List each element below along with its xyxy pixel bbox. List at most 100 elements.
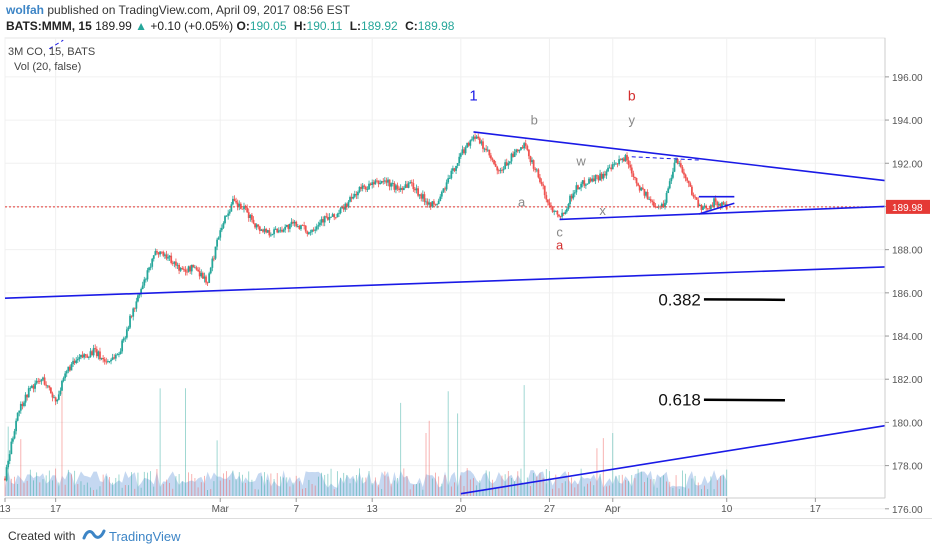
candle-body xyxy=(531,160,533,163)
candle-body xyxy=(38,381,41,382)
candle-body xyxy=(176,264,179,266)
candle-body xyxy=(648,199,651,200)
candle-body xyxy=(594,175,597,182)
candle-body xyxy=(265,228,268,233)
candle-body xyxy=(121,340,124,352)
candle-body xyxy=(494,163,497,167)
candle-body xyxy=(396,185,399,189)
candle-body xyxy=(415,188,418,191)
candle-body xyxy=(296,225,299,227)
fib-levels: 0.382 0.618 xyxy=(658,290,785,410)
candle-body xyxy=(420,194,423,199)
candle-body xyxy=(387,179,389,183)
candle-body xyxy=(190,264,193,272)
candle-body xyxy=(352,196,355,199)
candle-body xyxy=(493,159,495,164)
candle-body xyxy=(15,420,17,432)
last-price: 189.99 xyxy=(95,19,132,33)
candle-body xyxy=(613,163,616,165)
candle-body xyxy=(716,201,719,206)
candle-body xyxy=(437,200,440,204)
candle-body xyxy=(486,149,489,151)
candle-body xyxy=(686,178,689,181)
high-value: 190.11 xyxy=(306,19,343,33)
candle-body xyxy=(581,180,584,184)
candle-body xyxy=(453,168,456,171)
high-label: H: xyxy=(293,19,307,33)
candle-body xyxy=(383,180,386,182)
candle-body xyxy=(589,178,592,182)
change-value: +0.10 (+0.05%) xyxy=(150,19,234,33)
candle-body xyxy=(273,229,275,235)
candle-body xyxy=(433,201,435,205)
candle-body xyxy=(194,267,196,269)
candle-body xyxy=(323,216,326,223)
candle-body xyxy=(567,204,570,209)
candle-body xyxy=(635,178,638,184)
candle-body xyxy=(222,223,225,228)
candle-body xyxy=(596,175,598,177)
candle-body xyxy=(428,202,431,205)
tradingview-brand[interactable]: TradingView xyxy=(109,529,181,544)
candle-body xyxy=(414,189,416,191)
candle-body xyxy=(65,371,68,374)
candle-body xyxy=(99,351,101,360)
candle-body xyxy=(665,193,668,203)
y-tick-label: 176.00 xyxy=(892,505,923,516)
candle-body xyxy=(46,385,49,387)
candle-body xyxy=(714,198,717,202)
axes: 176.00 178.00 180.00 182.00 184.00 186.00 188.… xyxy=(0,38,930,516)
candle-body xyxy=(322,219,325,223)
candle-body xyxy=(146,270,149,280)
candle-body xyxy=(512,153,514,157)
candle-body xyxy=(314,229,317,231)
candle-body xyxy=(127,327,130,330)
candle-body xyxy=(561,212,564,217)
candle-body xyxy=(556,210,559,215)
candle-body xyxy=(485,148,488,151)
wave-label: a xyxy=(556,238,564,253)
candle-body xyxy=(440,191,443,197)
candle-body xyxy=(219,230,222,238)
candle-body xyxy=(228,211,231,214)
candle-body xyxy=(129,315,131,328)
candle-body xyxy=(421,194,424,199)
candle-body xyxy=(461,149,464,154)
candle-body xyxy=(445,182,448,190)
candle-body xyxy=(637,183,639,186)
candle-body xyxy=(520,147,522,150)
candle-body xyxy=(75,360,78,363)
candle-body xyxy=(285,224,288,227)
candle-body xyxy=(284,226,287,230)
candle-body xyxy=(235,200,237,203)
candle-body xyxy=(455,165,457,171)
candle-body xyxy=(417,188,419,196)
candle-body xyxy=(607,167,609,172)
x-tick-label: 17 xyxy=(50,504,62,515)
candle-body xyxy=(59,390,62,395)
candle-body xyxy=(276,228,279,233)
candle-body xyxy=(371,182,374,185)
candle-body xyxy=(653,202,655,206)
candle-body xyxy=(91,351,93,356)
candle-body xyxy=(141,285,144,290)
candle-body xyxy=(192,264,195,268)
candle-body xyxy=(95,349,98,357)
candle-body xyxy=(559,216,562,218)
wave-label: w xyxy=(575,153,586,168)
candle-body xyxy=(634,176,636,179)
candle-body xyxy=(13,431,16,439)
candle-body xyxy=(325,216,328,218)
candle-body xyxy=(497,170,500,172)
candle-body xyxy=(535,169,538,171)
candle-body xyxy=(452,168,454,171)
wave-label: a xyxy=(518,194,526,209)
candle-body xyxy=(624,155,627,162)
candle-body xyxy=(368,183,370,190)
candle-body xyxy=(140,289,143,295)
candle-body xyxy=(143,279,146,286)
author-link[interactable]: wolfah xyxy=(6,3,44,17)
candle-body xyxy=(32,385,35,389)
candle-body xyxy=(334,217,337,219)
